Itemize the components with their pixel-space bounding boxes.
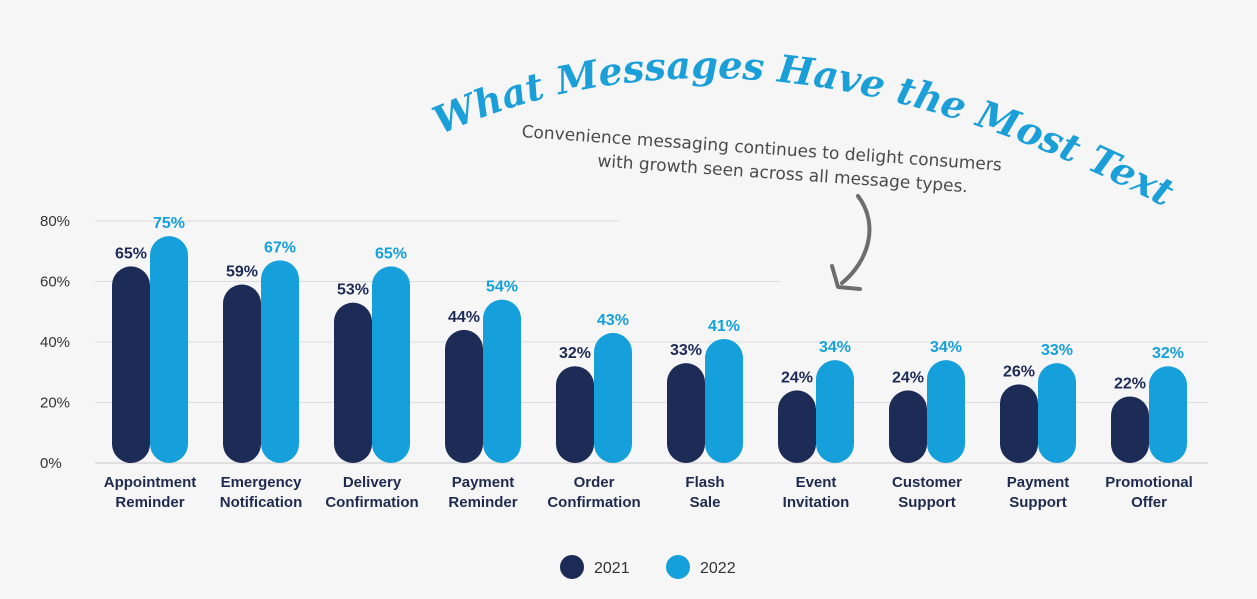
bar-2021	[889, 390, 927, 463]
bar-2022	[483, 299, 521, 463]
category-label: Order	[574, 474, 615, 491]
legend-label-2022: 2022	[700, 560, 736, 577]
category-label: Offer	[1131, 494, 1167, 511]
category-label: Reminder	[115, 494, 184, 511]
bar-2021	[1000, 384, 1038, 463]
data-label-2022: 34%	[819, 339, 851, 356]
category-label: Notification	[220, 494, 303, 511]
data-label-2021: 24%	[892, 369, 924, 386]
category-label: Event	[796, 474, 837, 491]
data-label-2021: 59%	[226, 264, 258, 281]
data-label-2022: 75%	[153, 215, 185, 232]
bar-2021	[1111, 396, 1149, 463]
category-label: Emergency	[221, 474, 303, 491]
bar-2022	[1038, 363, 1076, 463]
category-label: Support	[898, 494, 956, 511]
chart-title-path: What Messages Have the Most Text Appeal!…	[0, 0, 1193, 221]
bar-2021	[445, 329, 483, 463]
chart-subtitle: Convenience messaging continues to delig…	[519, 122, 1007, 200]
y-tick-label: 60%	[40, 274, 70, 291]
bars	[112, 236, 1187, 463]
bar-2021	[223, 284, 261, 463]
category-labels: Appointment Reminder Emergency Notification…	[104, 474, 1193, 511]
y-tick-label: 0%	[40, 455, 62, 472]
curved-arrow-icon	[840, 194, 872, 285]
legend: 2021 2022	[560, 555, 736, 579]
category-label: Sale	[690, 494, 721, 511]
category-label: Invitation	[783, 494, 850, 511]
data-labels: 65% 75% 59% 67% 53% 65% 44% 54% 32% 43% 33% 41% 24% 3…	[115, 215, 1184, 392]
bar-2021	[556, 366, 594, 463]
category-label: Payment	[1007, 474, 1070, 491]
bar-2022	[1149, 366, 1187, 463]
data-label-2022: 32%	[1152, 345, 1184, 362]
data-label-2021: 33%	[670, 342, 702, 359]
category-label: Reminder	[448, 494, 517, 511]
data-label-2022: 34%	[930, 339, 962, 356]
legend-swatch-2022	[666, 555, 690, 579]
data-label-2022: 33%	[1041, 342, 1073, 359]
category-label: Promotional	[1105, 474, 1193, 491]
data-label-2022: 54%	[486, 279, 518, 296]
chart-title: What Messages Have the Most Text Appeal!…	[0, 0, 1193, 221]
bar-2021	[667, 363, 705, 463]
category-label: Support	[1009, 494, 1067, 511]
category-label: Confirmation	[547, 494, 640, 511]
y-axis-ticks: 0% 20% 40% 60% 80%	[40, 213, 70, 472]
y-tick-label: 80%	[40, 213, 70, 230]
category-label: Customer	[892, 474, 962, 491]
data-label-2022: 43%	[597, 312, 629, 329]
category-label: Delivery	[343, 474, 402, 491]
bar-2022	[150, 236, 188, 463]
bar-2022	[705, 338, 743, 463]
bar-2021	[778, 390, 816, 463]
bar-2022	[261, 260, 299, 463]
bar-2022	[372, 266, 410, 463]
data-label-2021: 32%	[559, 345, 591, 362]
category-label: Appointment	[104, 474, 196, 491]
bar-2022	[927, 360, 965, 463]
y-tick-label: 20%	[40, 395, 70, 412]
data-label-2021: 65%	[115, 245, 147, 262]
legend-label-2021: 2021	[594, 560, 630, 577]
category-label: Payment	[452, 474, 515, 491]
data-label-2021: 44%	[448, 309, 480, 326]
data-label-2022: 65%	[375, 245, 407, 262]
bar-2021	[334, 302, 372, 463]
bar-2022	[816, 360, 854, 463]
arrow-head-icon	[830, 264, 862, 291]
bar-2021	[112, 266, 150, 463]
legend-swatch-2021	[560, 555, 584, 579]
data-label-2021: 24%	[781, 369, 813, 386]
category-label: Flash	[685, 474, 724, 491]
y-tick-label: 40%	[40, 334, 70, 351]
data-label-2022: 41%	[708, 318, 740, 335]
data-label-2021: 53%	[337, 282, 369, 299]
category-label: Confirmation	[325, 494, 418, 511]
data-label-2022: 67%	[264, 239, 296, 256]
data-label-2021: 22%	[1114, 375, 1146, 392]
data-label-2021: 26%	[1003, 363, 1035, 380]
bar-2022	[594, 332, 632, 463]
